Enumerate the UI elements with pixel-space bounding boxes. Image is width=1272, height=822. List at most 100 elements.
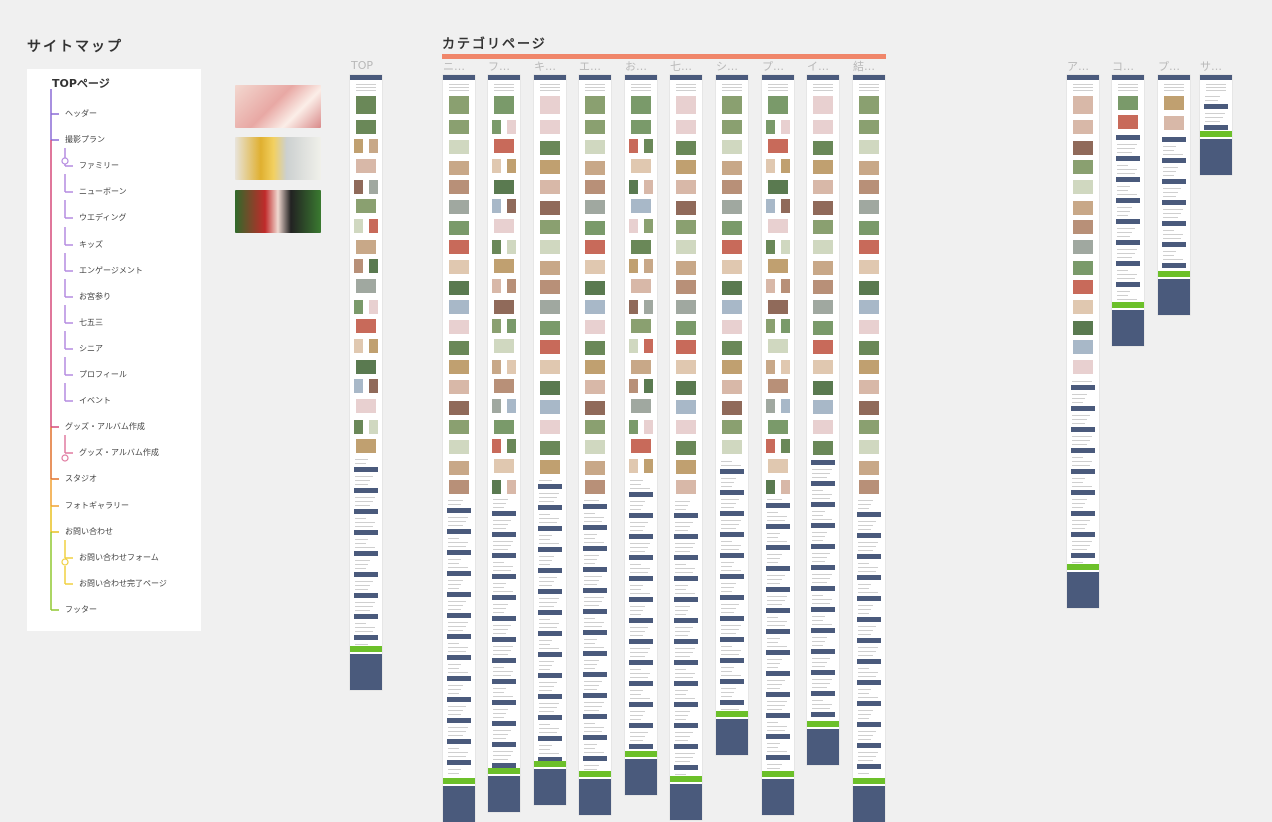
sitemap-node[interactable]: ニューボーン <box>79 187 127 196</box>
mock-photo <box>676 420 696 434</box>
mock-cta-banner <box>1158 271 1190 277</box>
mock-text-line <box>630 648 650 649</box>
mock-nav-bar <box>720 616 744 621</box>
mock-nav-bar <box>674 513 698 518</box>
sitemap-node[interactable]: 七五三 <box>79 318 103 327</box>
sitemap-node[interactable]: 撮影プラン <box>65 135 105 144</box>
other-page-mockup[interactable] <box>1112 75 1144 346</box>
mock-text-line <box>675 673 695 674</box>
mock-text-line <box>1206 90 1226 91</box>
category-page-mockup[interactable] <box>807 75 839 765</box>
category-page-label: プ… <box>762 60 784 73</box>
sitemap-node[interactable]: フッター <box>65 605 97 614</box>
mock-header <box>1067 75 1099 80</box>
sitemap-node[interactable]: エンゲージメント <box>79 266 143 275</box>
mock-text-line <box>1117 232 1133 233</box>
mock-nav-bar <box>857 575 881 580</box>
mock-text-line <box>1072 528 1086 529</box>
sitemap-node[interactable]: お問い合わせフォーム <box>79 553 159 562</box>
mock-text-line <box>721 478 737 479</box>
mock-text-line <box>493 612 504 613</box>
category-page-mockup[interactable] <box>762 75 794 815</box>
mock-text-line <box>493 759 509 760</box>
sitemap-node[interactable]: シニア <box>79 344 103 353</box>
other-page-mockup[interactable] <box>1200 75 1232 175</box>
sitemap-node[interactable]: お問い合わせ <box>65 527 113 536</box>
sitemap-node[interactable]: イベント <box>79 396 111 405</box>
category-page-mockup[interactable] <box>579 75 611 815</box>
category-page-mockup[interactable] <box>716 75 748 755</box>
mock-text-line <box>676 90 696 91</box>
category-page-mockup[interactable] <box>488 75 520 812</box>
mock-text-line <box>767 579 783 580</box>
sitemap-node[interactable]: プロフィール <box>79 370 127 379</box>
sitemap-root[interactable]: TOPページ <box>52 77 110 90</box>
category-page-mockup[interactable] <box>625 75 657 795</box>
mock-text-line <box>355 539 369 540</box>
sitemap-node[interactable]: グッズ・アルバム作成 <box>65 422 145 431</box>
other-page-mockup[interactable] <box>1067 75 1099 608</box>
mock-text-line <box>721 566 732 567</box>
mock-photo <box>449 180 469 194</box>
mock-text-line <box>767 663 781 664</box>
category-page-mockup[interactable] <box>853 75 885 822</box>
mock-text-line <box>448 521 466 522</box>
other-page-mockup[interactable] <box>1158 75 1190 315</box>
mock-text-line <box>767 751 787 752</box>
mock-text-line <box>493 633 507 634</box>
mock-text-line <box>355 518 366 519</box>
mock-text-line <box>493 738 507 739</box>
mock-photo <box>540 360 560 374</box>
mock-text-line <box>494 84 514 85</box>
sitemap-panel[interactable]: TOPページ ヘッダー撮影プランファミリーニューボーン ウエディング キッズエンゲー… <box>27 69 201 631</box>
mock-text-line <box>630 631 646 632</box>
mock-text-line <box>1072 562 1083 563</box>
mock-text-line <box>355 606 373 607</box>
mock-text-line <box>355 480 371 481</box>
mock-text-line <box>539 606 555 607</box>
sitemap-node[interactable]: キッズ <box>79 240 103 249</box>
mock-nav-bar <box>583 609 607 614</box>
mock-photo <box>1073 340 1093 354</box>
mock-text-line <box>584 622 604 623</box>
mock-text-line <box>493 696 513 697</box>
mock-text-line <box>539 577 557 578</box>
mock-photo <box>766 120 775 134</box>
mock-text-line <box>584 559 598 560</box>
top-page-mockup[interactable] <box>350 75 382 690</box>
mock-text-line <box>355 627 375 628</box>
mock-text-line <box>539 581 555 582</box>
mock-text-line <box>1118 90 1138 91</box>
sitemap-node[interactable]: スタジオ <box>65 474 97 483</box>
mock-photo <box>644 259 653 273</box>
sitemap-node[interactable]: お宮参り <box>79 292 111 301</box>
category-page-mockup[interactable] <box>670 75 702 820</box>
mock-photo <box>676 441 696 455</box>
mock-text-line <box>858 525 874 526</box>
sitemap-node[interactable]: ファミリー <box>79 161 119 170</box>
sitemap-node[interactable]: お問い合わせ完了ページ <box>79 579 167 588</box>
hero-thumb-kids[interactable] <box>235 137 321 180</box>
sitemap-node[interactable]: グッズ・アルバム作成 <box>79 448 159 457</box>
mock-photo <box>1118 96 1138 110</box>
sitemap-node[interactable]: ウエディング <box>79 213 127 222</box>
category-page-mockup[interactable] <box>534 75 566 805</box>
mock-text-line <box>1073 84 1093 85</box>
hero-thumb-wedding[interactable] <box>235 190 321 233</box>
mock-hero-photo <box>768 96 788 114</box>
mock-photo <box>629 219 638 233</box>
sitemap-node[interactable]: ヘッダー <box>65 109 97 118</box>
sitemap-node[interactable]: フォトギャラリー <box>65 501 129 510</box>
mock-text-line <box>721 587 735 588</box>
mock-text-line <box>1117 152 1133 153</box>
mock-footer <box>443 786 475 822</box>
mock-text-line <box>1117 253 1135 254</box>
hero-thumb-newborn[interactable] <box>235 85 321 128</box>
mock-text-line <box>1163 154 1183 155</box>
mock-photo <box>354 379 363 393</box>
mock-photo <box>766 439 775 453</box>
mock-text-line <box>448 706 466 707</box>
mock-text-line <box>859 84 879 85</box>
mock-photo <box>494 180 514 194</box>
category-page-mockup[interactable] <box>443 75 475 822</box>
